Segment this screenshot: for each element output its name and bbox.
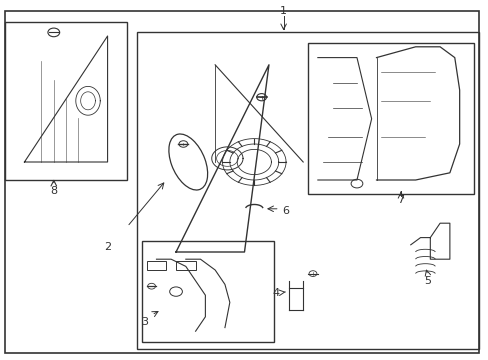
Text: 3: 3: [141, 317, 147, 327]
Text: 5: 5: [424, 276, 430, 286]
Text: 4: 4: [272, 288, 279, 298]
Text: 7: 7: [397, 195, 404, 205]
Bar: [5, 22, 127, 180]
Text: 6: 6: [282, 206, 289, 216]
Text: 1: 1: [280, 6, 286, 16]
Bar: [146, 261, 166, 270]
Text: 2: 2: [104, 242, 111, 252]
Bar: [142, 241, 273, 342]
Text: 8: 8: [50, 186, 57, 196]
Bar: [137, 32, 478, 349]
Bar: [307, 43, 473, 194]
Bar: [176, 261, 195, 270]
